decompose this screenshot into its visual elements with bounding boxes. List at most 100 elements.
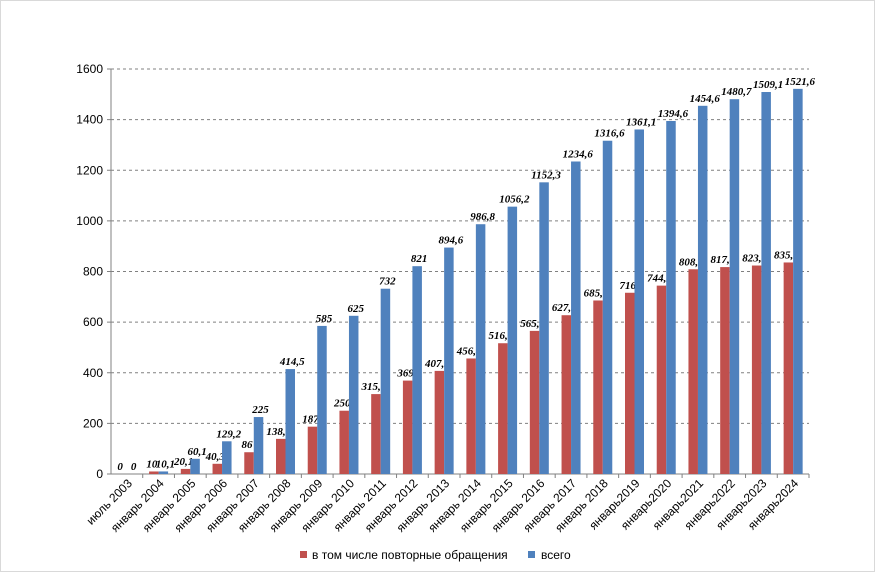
bar-repeat-requests (783, 262, 794, 474)
data-label-total: 585 (316, 313, 333, 325)
bar-repeat-requests (180, 468, 191, 474)
bar-repeat-requests (625, 292, 635, 474)
bar-repeat-requests (434, 370, 445, 474)
bar-total (412, 266, 422, 474)
bar-total (793, 88, 803, 474)
data-label-total: 1509,1 (753, 79, 783, 91)
data-label-total: 821 (411, 253, 428, 265)
bar-repeat-requests (371, 394, 381, 474)
data-label-total: 625 (347, 303, 364, 315)
bar-total (602, 140, 613, 474)
data-label-total: 225 (251, 404, 269, 416)
y-tick-label: 1200 (76, 163, 103, 177)
bar-repeat-requests (751, 265, 762, 474)
data-label-repeat: 250 (333, 398, 351, 410)
legend-swatch-total (528, 551, 535, 558)
data-label-repeat: 456,4 (456, 345, 482, 357)
data-label-repeat: 187 (302, 414, 319, 426)
y-tick-label: 1000 (76, 214, 103, 228)
bar-total (475, 224, 486, 474)
bar-repeat-requests (561, 315, 572, 474)
bar-total (380, 288, 391, 474)
data-label-repeat: 10 (146, 458, 158, 470)
data-label-total: 1234,6 (563, 148, 594, 160)
bar-total (285, 369, 295, 474)
bar-total (190, 458, 200, 474)
data-label-repeat: 315,7 (361, 381, 387, 393)
bar-repeat-requests (244, 452, 254, 474)
y-tick-label: 600 (83, 315, 103, 329)
data-label-repeat: 744,2 (647, 273, 672, 285)
data-label-total: 1316,6 (594, 128, 625, 140)
data-label-repeat: 516,6 (488, 330, 513, 342)
bar-total (222, 441, 232, 474)
y-tick-label: 400 (83, 366, 103, 380)
bar-repeat-requests (498, 343, 508, 474)
data-label-total: 1480,7 (721, 86, 752, 98)
bar-total (729, 99, 740, 474)
y-tick-label: 1600 (76, 62, 103, 76)
legend-swatch-repeat (300, 551, 307, 558)
bar-total (253, 417, 264, 474)
data-label-repeat: 20,1 (173, 456, 193, 468)
bar-repeat-requests (212, 463, 223, 474)
data-label-total: 1454,6 (690, 93, 721, 105)
y-tick-label: 0 (96, 467, 103, 481)
data-label-total: 10,1 (156, 458, 175, 470)
data-label-repeat: 86 (242, 439, 254, 451)
data-label-total: 414,5 (279, 356, 305, 368)
bar-total (348, 315, 359, 474)
bar-total (158, 471, 169, 474)
data-label-repeat: 138,8 (266, 426, 291, 438)
bar-total (317, 325, 327, 474)
legend-label-total: всего (541, 548, 571, 562)
data-label-repeat: 627,3 (552, 302, 577, 314)
bar-repeat-requests (688, 269, 698, 474)
data-label-total: 1056,2 (499, 194, 530, 206)
bar-repeat-requests (149, 471, 159, 474)
bar-total (634, 129, 644, 474)
bar-repeat-requests (656, 285, 667, 474)
bar-repeat-requests (276, 438, 286, 474)
data-label-repeat: 685,5 (584, 287, 609, 299)
data-label-total: 1361,1 (626, 116, 656, 128)
data-label-total: 129,2 (216, 428, 241, 440)
bar-total (571, 161, 581, 474)
y-tick-label: 800 (83, 265, 103, 279)
data-label-total: 894,6 (439, 235, 464, 247)
bar-repeat-requests (402, 380, 413, 474)
bar-repeat-requests (307, 426, 318, 474)
legend-label-repeat: в том числе повторные обращения (312, 548, 508, 562)
data-label-repeat: 823,6 (742, 253, 767, 265)
data-label-repeat: 835,7 (774, 249, 799, 261)
data-label-repeat: 40,3 (205, 451, 226, 463)
bar-repeat-requests (529, 330, 540, 474)
data-label-total: 0 (131, 461, 137, 473)
data-label-repeat: 565,4 (520, 318, 545, 330)
bar-total (444, 247, 454, 474)
bar-total (666, 120, 676, 474)
data-label-repeat: 407,3 (424, 358, 450, 370)
data-label-total: 1521,6 (785, 76, 816, 88)
bar-repeat-requests (720, 267, 730, 474)
bar-repeat-requests (339, 410, 349, 474)
data-label-total: 986,8 (470, 211, 495, 223)
data-label-repeat: 817,4 (711, 254, 736, 266)
y-tick-label: 1400 (76, 113, 103, 127)
data-label-repeat: 716 (620, 280, 637, 292)
bar-total (507, 206, 518, 475)
data-label-repeat: 369 (396, 368, 414, 380)
data-label-repeat: 0 (117, 461, 123, 473)
data-label-total: 1152,3 (531, 169, 561, 181)
bar-repeat-requests (466, 358, 476, 474)
data-label-repeat: 808,8 (679, 256, 704, 268)
bar-total (697, 105, 708, 474)
y-tick-label: 200 (83, 416, 103, 430)
data-label-total: 60,1 (187, 446, 206, 458)
bar-total (761, 92, 771, 474)
data-label-total: 1394,6 (658, 108, 689, 120)
bar-repeat-requests (593, 300, 603, 474)
bar-total (539, 182, 549, 474)
